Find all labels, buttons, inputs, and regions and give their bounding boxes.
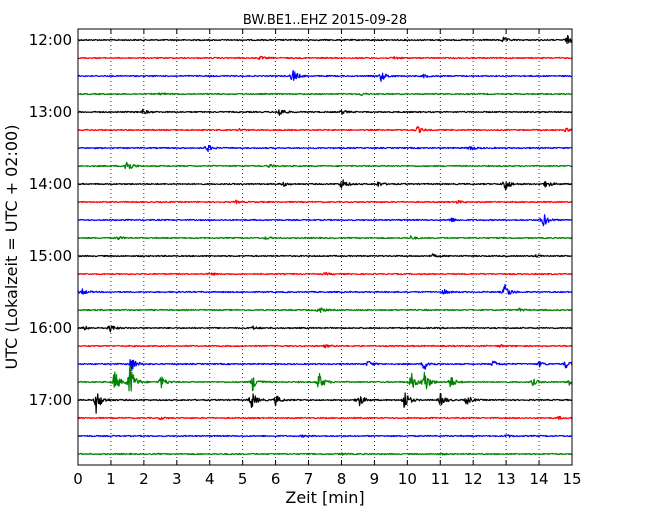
y-tick-label-2: 14:00 <box>29 175 72 193</box>
x-tick-label-11: 11 <box>431 470 450 488</box>
trace-1515 <box>77 271 573 276</box>
trace-1215 <box>77 55 573 60</box>
x-tick-label-7: 7 <box>304 470 314 488</box>
trace-1230 <box>77 69 573 82</box>
trace-1700 <box>77 392 573 414</box>
trace-1715 <box>77 416 573 421</box>
trace-1745 <box>77 452 573 456</box>
chart-title: BW.BE1..EHZ 2015-09-28 <box>243 13 407 28</box>
x-tick-label-8: 8 <box>337 470 347 488</box>
trace-1300 <box>77 108 573 116</box>
x-tick-label-13: 13 <box>497 470 516 488</box>
x-tick-label-4: 4 <box>205 470 215 488</box>
trace-1730 <box>77 434 573 438</box>
trace-1430 <box>77 214 573 227</box>
x-tick-label-5: 5 <box>238 470 248 488</box>
x-tick-label-9: 9 <box>370 470 380 488</box>
trace-1500 <box>77 253 573 258</box>
trace-1530 <box>77 283 573 295</box>
trace-1445 <box>77 235 573 241</box>
y-tick-label-5: 17:00 <box>29 391 72 409</box>
trace-1615 <box>77 343 573 349</box>
x-tick-label-15: 15 <box>562 470 581 488</box>
x-axis-label: Zeit [min] <box>285 488 364 507</box>
y-tick-label-4: 16:00 <box>29 319 72 337</box>
y-axis: 12:00 13:00 14:00 15:00 16:00 17:00 <box>29 31 572 409</box>
x-tick-label-1: 1 <box>106 470 116 488</box>
vertical-grid <box>110 29 540 465</box>
trace-1415 <box>77 199 573 205</box>
trace-group <box>77 35 573 456</box>
x-tick-label-12: 12 <box>464 470 483 488</box>
x-tick-label-0: 0 <box>73 470 83 488</box>
x-axis: 0 1 2 3 4 5 6 7 8 9 10 11 12 13 14 15 <box>73 29 582 488</box>
x-tick-label-6: 6 <box>271 470 281 488</box>
x-tick-label-10: 10 <box>398 470 417 488</box>
trace-1200 <box>77 35 573 45</box>
y-tick-label-1: 13:00 <box>29 103 72 121</box>
x-tick-label-14: 14 <box>530 470 549 488</box>
y-tick-label-0: 12:00 <box>29 31 72 49</box>
trace-1315 <box>77 125 573 134</box>
y-axis-label: UTC (Lokalzeit = UTC + 02:00) <box>2 125 21 370</box>
trace-1545 <box>77 307 573 314</box>
x-tick-label-2: 2 <box>139 470 149 488</box>
trace-1245 <box>77 92 573 97</box>
trace-1645 <box>77 365 573 392</box>
trace-1330 <box>77 144 573 153</box>
plot-frame <box>77 28 573 466</box>
y-tick-label-3: 15:00 <box>29 247 72 265</box>
trace-1600 <box>77 325 573 333</box>
trace-1630 <box>77 359 573 372</box>
x-tick-label-3: 3 <box>172 470 182 488</box>
trace-1400 <box>77 179 573 191</box>
trace-1345 <box>77 161 573 170</box>
